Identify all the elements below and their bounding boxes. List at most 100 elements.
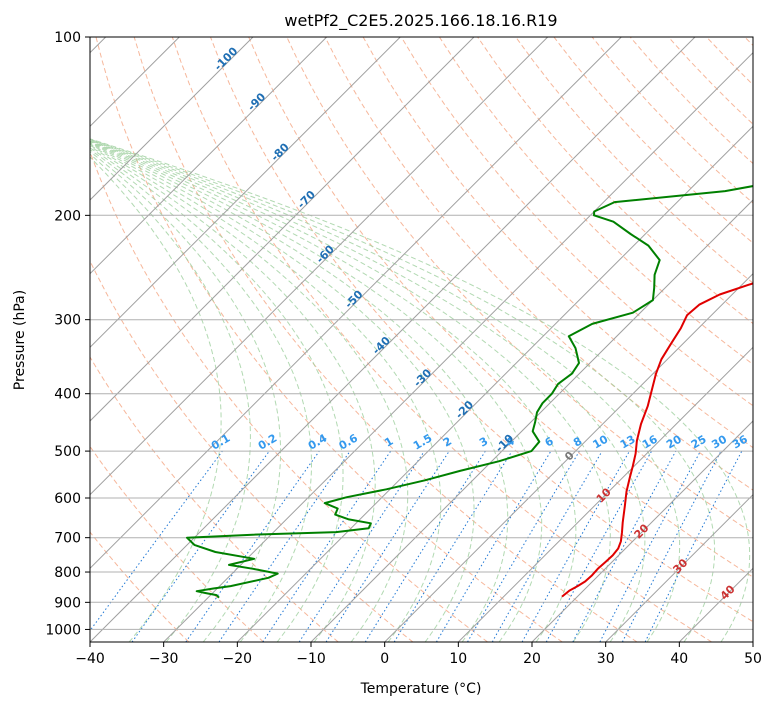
dry-adiabat xyxy=(400,37,753,407)
dry-adiabat xyxy=(90,445,264,642)
dry-adiabat xyxy=(90,531,190,642)
y-tick-label: 800 xyxy=(54,565,81,581)
mixing-ratio-line xyxy=(644,450,743,642)
mixing-ratio-label: 13 xyxy=(618,433,638,452)
dry-adiabat xyxy=(553,37,753,244)
y-tick-label: 1000 xyxy=(45,622,81,638)
mixing-ratio-label: 8 xyxy=(571,435,584,450)
isotherm-label: -70 xyxy=(295,188,318,211)
mixing-ratio-line xyxy=(90,450,223,632)
isotherm-label: -60 xyxy=(314,242,337,265)
moist-adiabat xyxy=(90,147,344,642)
isotherm xyxy=(90,37,696,642)
isotherm xyxy=(90,37,475,422)
isotherm xyxy=(310,199,753,642)
x-tick-label: −30 xyxy=(149,651,179,667)
x-tick-label: −10 xyxy=(296,651,326,667)
mixing-ratio-label: 10 xyxy=(590,432,610,451)
moist-adiabat xyxy=(90,153,251,642)
moist-adiabat xyxy=(90,144,409,642)
isotherm xyxy=(90,37,328,275)
moist-adiabat xyxy=(90,138,716,642)
dry-adiabat xyxy=(90,150,488,642)
dry-adiabat xyxy=(171,37,712,642)
background-isolines xyxy=(90,37,753,642)
mixing-ratio-line xyxy=(435,450,552,642)
dry-adiabat xyxy=(477,37,753,325)
dry-adiabat xyxy=(591,37,753,204)
moist-adiabat xyxy=(90,145,376,642)
isotherm-label: -20 xyxy=(453,398,476,421)
y-tick-label: 100 xyxy=(54,30,81,46)
x-tick-label: 0 xyxy=(380,651,389,667)
isotherm xyxy=(163,51,753,642)
mixing-ratio-line xyxy=(545,450,653,642)
dry-adiabat xyxy=(362,37,753,449)
mixing-ratio-line xyxy=(218,450,351,642)
mixing-ratio-label: 6 xyxy=(543,434,556,449)
y-tick-label: 500 xyxy=(54,444,81,460)
mixing-ratio-label: 1.5 xyxy=(411,432,434,453)
dewpoint-line xyxy=(186,185,753,599)
moist-adiabat xyxy=(90,143,442,642)
moist-adiabat xyxy=(90,150,282,642)
mixing-ratio-line xyxy=(599,450,701,642)
moist-adiabat xyxy=(90,142,475,642)
y-tick-label: 900 xyxy=(54,595,81,611)
dry-adiabat xyxy=(324,37,753,491)
x-tick-label: 50 xyxy=(744,651,762,667)
moist-adiabat xyxy=(90,139,646,642)
dry-adiabat xyxy=(515,37,753,284)
isotherm-label: -30 xyxy=(411,366,434,389)
isotherm-label: -50 xyxy=(342,288,365,311)
y-tick-label: 300 xyxy=(54,313,81,329)
mixing-ratio-line xyxy=(621,450,722,642)
isotherm-label: -80 xyxy=(269,140,292,163)
x-tick-label: 10 xyxy=(449,651,467,667)
y-tick-label: 200 xyxy=(54,208,81,224)
mixing-ratio-line xyxy=(131,450,270,642)
x-tick-label: −20 xyxy=(223,651,253,667)
isotherm-label: -100 xyxy=(212,44,241,73)
mixing-ratio-label: 36 xyxy=(730,432,750,451)
y-axis-title: Pressure (hPa) xyxy=(12,290,28,390)
mixing-ratio-label: 1 xyxy=(382,435,395,450)
y-tick-label: 600 xyxy=(54,491,81,507)
mixing-ratio-line xyxy=(467,450,580,642)
moist-adiabat xyxy=(90,138,751,642)
isotherm xyxy=(678,567,753,642)
isotherm xyxy=(236,125,753,642)
isotherm-label: 10 xyxy=(594,485,614,505)
moist-adiabat xyxy=(90,140,577,642)
moist-adiabat xyxy=(90,156,222,642)
isotherm-label: 30 xyxy=(670,556,690,576)
isoline-labels: 0.1 0.2 0.4 0.6 1 1.5 2 3 4 6 8 10 13 16 20 25 30 36-100-… xyxy=(209,44,750,602)
mixing-ratio-label: 20 xyxy=(664,432,684,451)
isotherm xyxy=(384,272,753,642)
dry-adiabat xyxy=(95,37,563,642)
mixing-ratio-line xyxy=(572,450,677,642)
mixing-ratio-label: 30 xyxy=(709,432,729,451)
moist-adiabat xyxy=(90,141,543,642)
isotherm xyxy=(90,37,401,349)
isotherm-label: 40 xyxy=(718,582,738,602)
moist-adiabat xyxy=(90,140,611,642)
mixing-ratio-line xyxy=(521,450,630,642)
isotherm xyxy=(457,346,753,642)
chart-title: wetPf2_C2E5.2025.166.18.16.R19 xyxy=(284,11,557,31)
isotherm-label: 20 xyxy=(632,521,652,541)
dry-adiabat xyxy=(210,37,753,623)
dry-adiabat xyxy=(438,37,753,366)
moist-adiabat xyxy=(90,148,312,642)
isotherm xyxy=(605,493,753,642)
moist-adiabat xyxy=(90,139,681,642)
y-tick-label: 400 xyxy=(54,387,81,403)
moist-adiabat xyxy=(90,142,509,642)
mixing-ratio-label: 16 xyxy=(640,432,660,451)
temperature-line xyxy=(561,282,753,598)
data-series xyxy=(186,185,753,599)
isotherm xyxy=(90,37,622,570)
dry-adiabat xyxy=(706,37,753,86)
x-axis-title: Temperature (°C) xyxy=(360,681,482,697)
x-tick-label: 20 xyxy=(523,651,541,667)
